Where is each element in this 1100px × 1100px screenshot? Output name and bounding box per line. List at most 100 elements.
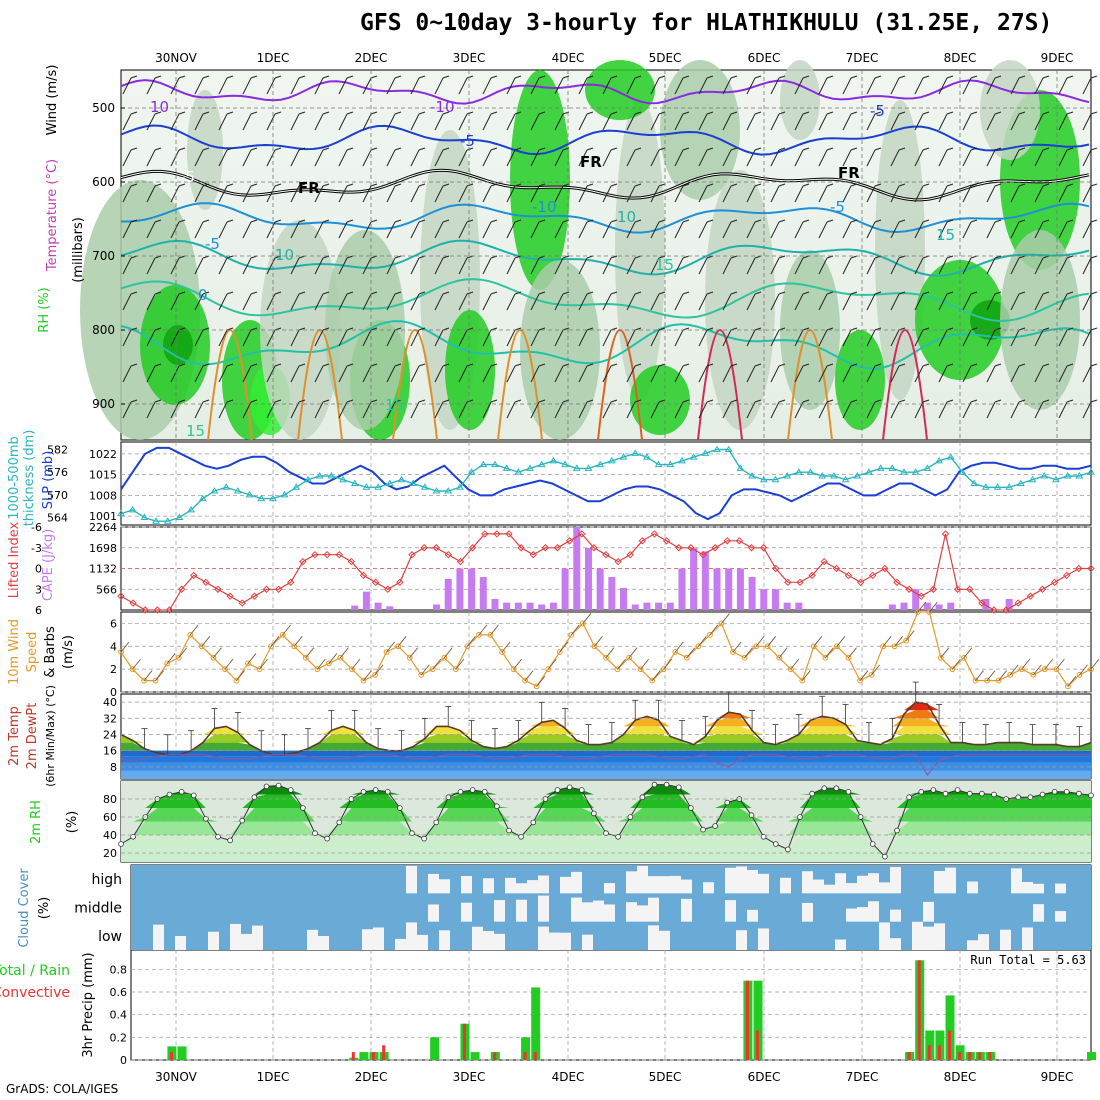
cape-bar xyxy=(479,577,487,610)
wind-barb xyxy=(1058,365,1068,383)
precip-bar xyxy=(753,980,763,1060)
wind-barb-flag xyxy=(1018,399,1026,403)
wind-barb-flag xyxy=(802,183,810,187)
wind-barb-flag xyxy=(970,363,978,367)
wind-barb-flag xyxy=(754,399,762,403)
rh-marker xyxy=(239,817,246,824)
cloud-block xyxy=(582,934,593,950)
wind-barb xyxy=(1082,365,1092,383)
date-label-top: 2DEC xyxy=(355,51,388,65)
cloud-block xyxy=(637,905,648,922)
rh-marker xyxy=(494,803,500,809)
wind-marker xyxy=(545,666,552,673)
wind-barb-flag xyxy=(202,327,210,331)
wind-barb-flag xyxy=(946,111,954,115)
lifted-marker xyxy=(1075,564,1083,573)
rh-marker xyxy=(991,791,997,798)
wind-barb xyxy=(386,185,396,203)
wind-marker xyxy=(834,643,840,650)
wind-barb xyxy=(482,221,492,239)
lifted-marker xyxy=(444,550,453,559)
wind-barb-flag xyxy=(418,219,426,223)
surface-barb xyxy=(166,653,176,664)
wind-barb-flag xyxy=(178,183,186,187)
surface-barb xyxy=(1032,664,1042,676)
wind-barb xyxy=(1082,185,1092,203)
thickness-marker xyxy=(923,464,932,471)
wind-barb-flag xyxy=(1042,291,1050,295)
cape-bar xyxy=(748,577,756,610)
lifted-marker xyxy=(590,544,598,552)
wind-marker xyxy=(1053,666,1060,673)
wind-barb-flag xyxy=(322,147,330,151)
upper-grid xyxy=(121,70,1091,440)
surface-barb xyxy=(559,641,569,653)
wind-barb-flag xyxy=(418,363,426,367)
wind-barb-flag xyxy=(514,111,522,115)
wind-barb xyxy=(242,401,252,419)
wind-barb xyxy=(530,257,540,275)
wind-barb xyxy=(218,77,228,95)
wind-barb-flag xyxy=(706,219,714,223)
thickness-marker xyxy=(409,479,418,486)
wind-barb xyxy=(410,149,420,167)
wind-barb xyxy=(242,293,252,311)
temp-fill-band xyxy=(121,710,1091,719)
wind-barb-flag xyxy=(394,399,402,403)
wind-barb xyxy=(986,221,996,239)
wind-barb-flag xyxy=(274,219,282,223)
wind-barb xyxy=(986,185,996,203)
cloud-block xyxy=(406,922,417,950)
cape-bar xyxy=(678,568,686,610)
lifted-tick: -6 xyxy=(31,521,42,534)
lifted-marker xyxy=(311,550,319,559)
convective-bar xyxy=(988,1052,992,1060)
wind-barb-flag xyxy=(370,399,378,403)
wind-barb xyxy=(866,77,876,95)
rh-marker xyxy=(312,830,318,836)
convective-bar xyxy=(523,1052,527,1060)
wind-barb-flag xyxy=(826,147,834,151)
cloud-level-label: low xyxy=(98,929,122,945)
thickness-marker xyxy=(549,456,558,464)
wind-barb xyxy=(674,77,684,95)
cloud-block xyxy=(967,881,978,894)
wind-barb-flag xyxy=(946,219,954,223)
wind-barb-flag xyxy=(610,75,618,79)
lifted-marker xyxy=(190,571,198,580)
wind-barb xyxy=(866,293,876,311)
rh-marker xyxy=(1051,788,1058,795)
precip-bar xyxy=(531,987,541,1060)
wind-marker xyxy=(753,643,760,650)
rh-marker xyxy=(190,792,197,799)
wind10-axis-label-d: (m/s) xyxy=(61,635,76,669)
lifted-marker xyxy=(177,585,186,593)
wind-barb xyxy=(890,77,900,95)
wind-barb xyxy=(386,149,396,167)
cape-bar xyxy=(713,568,721,610)
cloud-block xyxy=(857,907,868,922)
wind-barb xyxy=(194,257,204,275)
rh2m-unit-label: (%) xyxy=(65,811,80,834)
upper-y-tick: 700 xyxy=(92,249,115,263)
lifted-marker xyxy=(747,544,756,552)
wind-barb-flag xyxy=(394,291,402,295)
thickness-marker xyxy=(257,494,266,502)
wind-barb-flag xyxy=(898,399,906,403)
surface-barb xyxy=(386,641,395,653)
wind-barb xyxy=(146,257,156,275)
wind-barb-flag xyxy=(586,219,594,223)
cape-bar xyxy=(935,604,943,610)
wind-barb-flag xyxy=(634,75,642,79)
rh-blob xyxy=(510,70,570,290)
wind-barb-flag xyxy=(826,399,834,403)
cloud-block xyxy=(846,883,857,894)
rh-marker xyxy=(918,788,925,795)
rh-marker xyxy=(324,835,330,842)
rh-band xyxy=(121,821,1091,835)
wind-barb xyxy=(674,113,684,131)
wind-barb-flag xyxy=(922,219,930,223)
wind-barb xyxy=(842,113,852,131)
wind-marker xyxy=(464,643,471,650)
